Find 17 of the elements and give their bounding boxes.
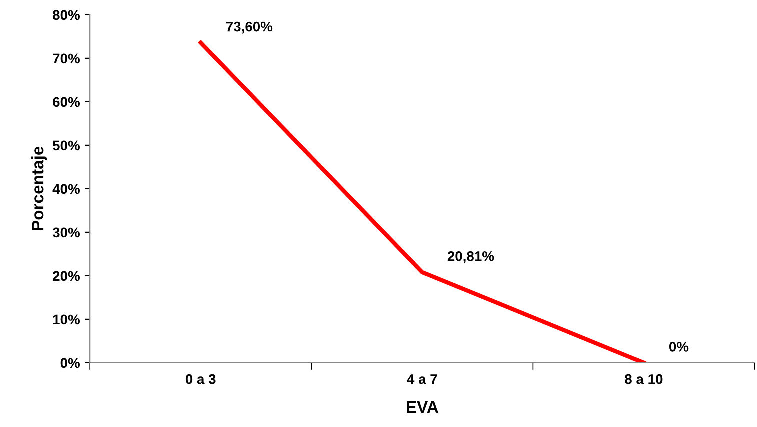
data-label: 0%	[670, 342, 689, 352]
y-axis-title: Porcentaje	[31, 146, 48, 230]
data-label: 73,60%	[226, 22, 273, 34]
y-tick-label: 80%	[53, 10, 80, 20]
y-tick-label: 40%	[52, 184, 80, 194]
x-axis-title: EVA	[407, 402, 438, 413]
x-tick-label: 0 a 3	[186, 374, 216, 384]
y-tick-label: 20%	[53, 271, 80, 282]
x-tick-label: 4 a 7	[407, 374, 438, 384]
y-tick-label: 10%	[53, 314, 80, 325]
y-tick-label: 70%	[53, 54, 80, 64]
y-tick-label: 60%	[53, 97, 80, 108]
x-tick-label: 8 a 10	[625, 374, 663, 384]
data-label: 20,81%	[448, 252, 494, 264]
y-tick-label: 30%	[52, 228, 80, 238]
y-tick-label: 0%	[60, 358, 80, 368]
y-tick-label: 50%	[52, 140, 80, 151]
